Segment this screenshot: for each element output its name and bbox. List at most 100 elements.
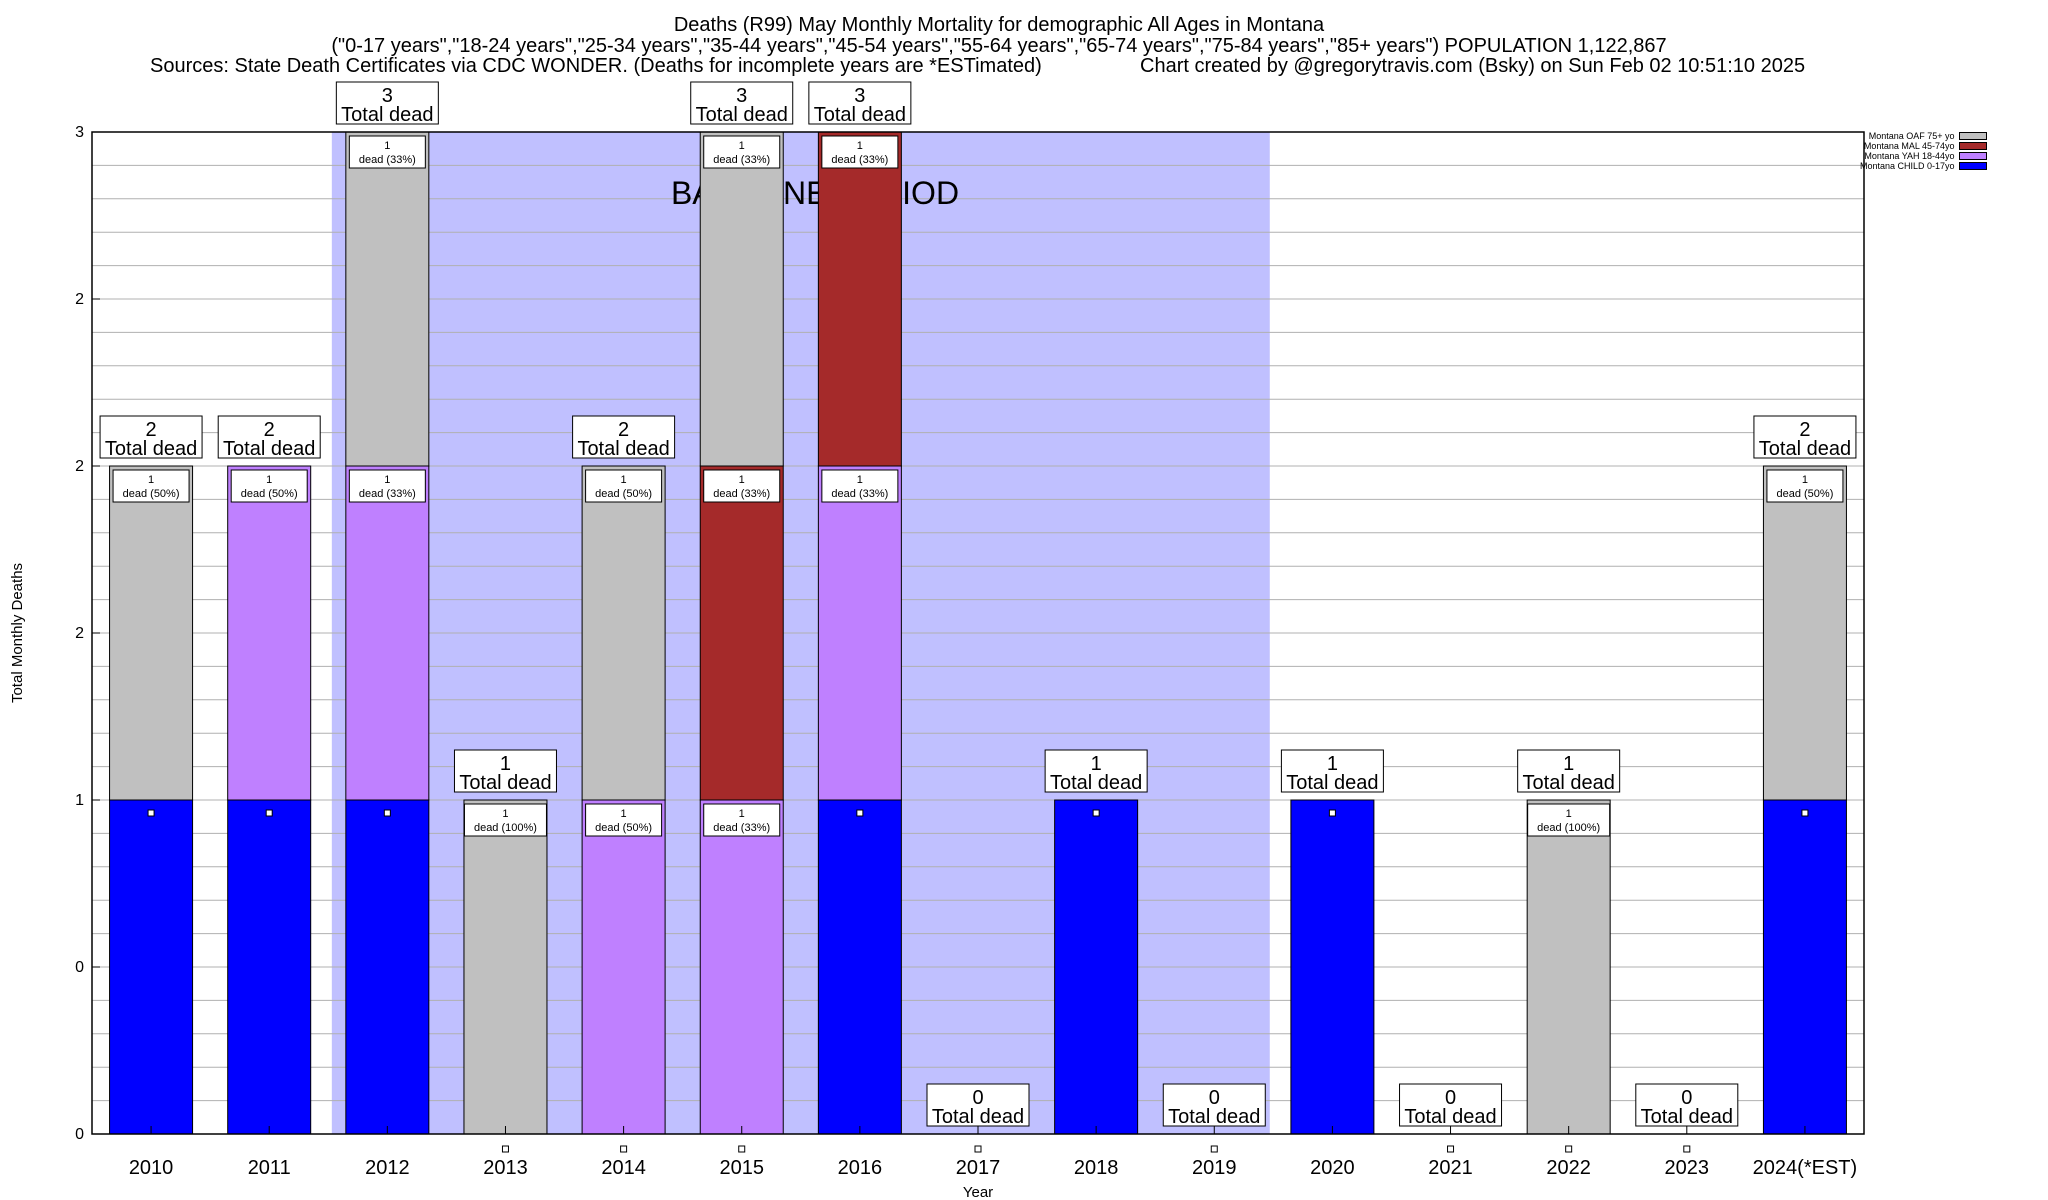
segment-label-box — [821, 135, 899, 169]
segment-label-box — [585, 469, 663, 503]
segment-label-text: dead (100%) — [1537, 822, 1600, 834]
x-tick-label: 2021 — [1428, 1157, 1473, 1179]
total-label-text: Total dead — [1404, 1106, 1496, 1128]
segment-label-text: dead (33%) — [713, 822, 770, 834]
y-tick-label: 3 — [75, 124, 84, 141]
segment-label-value: 1 — [384, 140, 390, 152]
bar-segment — [817, 465, 902, 801]
legend-item: Montana MAL 45-74yo — [1860, 141, 1987, 151]
bar-segment — [227, 465, 312, 801]
chart-credit: Chart created by @gregorytravis.com (Bsk… — [1140, 55, 1806, 77]
legend-swatch — [1958, 132, 1987, 140]
legend-item-label: Montana YAH 18-44yo — [1864, 151, 1955, 161]
segment-label: 1 dead (50%) — [230, 469, 308, 503]
point-marker — [1447, 1145, 1455, 1153]
bar-segment — [1762, 465, 1847, 801]
point-marker — [265, 809, 273, 817]
segment-label-value: 1 — [266, 474, 272, 486]
total-label-text: Total dead — [1050, 772, 1142, 794]
total-label-value: 2 — [264, 419, 275, 441]
total-label-text: Total dead — [1759, 438, 1851, 460]
bar-segment — [699, 799, 784, 1135]
segment-label: 1 dead (33%) — [348, 135, 426, 169]
bar-segment — [581, 799, 666, 1135]
segment-label-value: 1 — [148, 474, 154, 486]
total-label-text: Total dead — [1523, 772, 1615, 794]
point-marker — [974, 1145, 982, 1153]
bar-segment — [109, 465, 194, 801]
total-label-value: 0 — [1681, 1087, 1692, 1109]
total-label-value: 1 — [1327, 753, 1338, 775]
segment-label-box — [703, 803, 781, 837]
bar-segment — [109, 799, 194, 1135]
segment-label: 1 dead (33%) — [821, 469, 899, 503]
total-label-text: Total dead — [577, 438, 669, 460]
segment-label: 1 dead (50%) — [112, 469, 190, 503]
segment-label: 1 dead (100%) — [463, 803, 547, 837]
legend-item-label: Montana CHILD 0-17yo — [1860, 161, 1955, 171]
point-marker — [1210, 1145, 1218, 1153]
x-tick-label: 2020 — [1310, 1157, 1355, 1179]
segment-label: 1 dead (50%) — [585, 469, 663, 503]
legend-item: Montana YAH 18-44yo — [1860, 151, 1987, 161]
point-marker — [1565, 1145, 1573, 1153]
legend-item-label: Montana MAL 45-74yo — [1863, 141, 1955, 151]
segment-label-text: dead (50%) — [241, 488, 298, 500]
total-label-text: Total dead — [814, 104, 906, 126]
y-tick-label: 2 — [75, 625, 84, 642]
total-label-box — [217, 415, 321, 459]
total-label-box — [453, 749, 557, 793]
segment-label-box — [230, 469, 308, 503]
x-tick-label: 2024(*EST) — [1753, 1157, 1858, 1179]
legend-item: Montana CHILD 0-17yo — [1860, 161, 1987, 171]
segment-label-value: 1 — [384, 474, 390, 486]
segment-label-box — [463, 803, 547, 837]
segment-label-box — [703, 135, 781, 169]
bar-segment — [1290, 799, 1375, 1135]
segment-label-text: dead (50%) — [595, 822, 652, 834]
legend-item-label: Montana OAF 75+ yo — [1868, 131, 1955, 141]
legend-swatch — [1958, 142, 1987, 150]
legend-item: Montana OAF 75+ yo — [1860, 131, 1987, 141]
bar-segment — [699, 465, 784, 801]
bar-segment — [463, 799, 548, 1135]
segment-label-text: dead (33%) — [831, 488, 888, 500]
total-label-value: 0 — [972, 1087, 983, 1109]
total-label-value: 1 — [1563, 753, 1574, 775]
point-marker — [383, 809, 391, 817]
total-label-box — [1280, 749, 1384, 793]
segment-label: 1 dead (33%) — [821, 135, 899, 169]
bar-segment — [581, 465, 666, 801]
segment-label-value: 1 — [739, 474, 745, 486]
y-tick-label: 1 — [75, 792, 84, 809]
segment-label-text: dead (33%) — [713, 488, 770, 500]
x-tick-label: 2011 — [248, 1157, 291, 1179]
total-label-box — [335, 81, 439, 125]
segment-label-box — [348, 135, 426, 169]
y-tick-label: 0 — [75, 1126, 84, 1143]
bar-segment — [699, 131, 784, 467]
segment-label: 1 dead (50%) — [585, 803, 663, 837]
point-marker — [738, 1145, 746, 1153]
y-axis-label: Total Monthly Deaths — [9, 563, 26, 703]
legend-swatch — [1958, 162, 1987, 170]
segment-label-value: 1 — [739, 140, 745, 152]
segment-label: 1 dead (100%) — [1527, 803, 1611, 837]
segment-label-value: 1 — [857, 140, 863, 152]
bar-segment — [817, 131, 902, 467]
bar-segment — [345, 131, 430, 467]
point-marker — [620, 1145, 628, 1153]
bar-segment — [817, 799, 902, 1135]
x-tick-label: 2013 — [483, 1157, 528, 1179]
segment-label-text: dead (50%) — [1776, 488, 1833, 500]
chart-title: Deaths (R99) May Monthly Mortality for d… — [673, 14, 1325, 36]
segment-label-box — [1766, 469, 1844, 503]
